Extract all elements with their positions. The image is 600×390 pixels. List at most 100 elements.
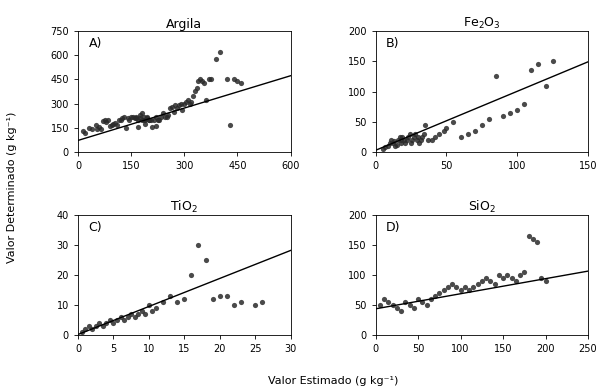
Point [130,115,139,121]
Point [140,311,150,317]
Point [148,308,157,314]
Point [200,257,211,263]
Point [140,121,150,127]
Point [434,290,444,296]
Point [464,287,474,293]
Point [379,296,389,302]
Point [406,140,416,146]
Point [208,296,217,302]
Point [200,97,211,103]
Point [194,242,203,248]
Point [103,117,113,123]
Point [388,140,397,146]
Point [176,101,185,107]
Title: TiO$_2$: TiO$_2$ [170,199,198,214]
Point [116,117,125,123]
Point [498,113,508,119]
Point [426,296,436,302]
Point [92,126,102,132]
Point [96,126,106,133]
Point [167,104,176,110]
Point [403,134,413,140]
Point [109,121,118,127]
Point [451,284,461,290]
Point [194,78,203,84]
Point [131,113,141,120]
Point [142,113,152,120]
Point [389,138,399,144]
Point [512,106,522,113]
Point [456,134,466,140]
Point [158,299,168,305]
Point [80,129,90,136]
Point [139,114,148,121]
Point [533,61,543,67]
Point [463,131,472,137]
Point [165,105,175,112]
Text: C): C) [89,221,102,234]
Point [386,137,396,143]
Point [400,299,410,305]
Point [79,128,88,134]
Point [506,275,516,281]
Text: A): A) [89,37,102,50]
Point [418,299,427,305]
Point [169,108,178,115]
Point [434,131,444,137]
Point [439,128,448,134]
Point [520,101,529,107]
Point [100,117,109,123]
Point [88,126,97,133]
Point [144,117,154,123]
Point [524,233,533,239]
Point [449,119,458,125]
Point [94,320,104,326]
Point [77,329,86,335]
Point [109,320,118,326]
Point [140,117,150,123]
Point [481,275,491,281]
Point [447,281,457,287]
Point [197,78,207,84]
Point [119,114,129,121]
Point [491,73,501,80]
Point [144,302,154,308]
Point [430,134,440,140]
Point [135,115,145,121]
Point [250,302,260,308]
Point [395,134,404,140]
Point [162,113,172,120]
Point [477,122,487,128]
Point [179,296,189,302]
Point [409,305,419,311]
Point [520,269,529,275]
Point [548,58,557,64]
Point [375,302,385,308]
Point [139,117,148,123]
Text: Valor Estimado (g kg⁻¹): Valor Estimado (g kg⁻¹) [268,376,398,386]
Point [418,134,427,140]
Point [206,76,215,83]
Point [477,278,487,284]
Point [416,137,425,143]
Point [164,112,173,118]
Point [511,278,521,284]
Point [229,302,239,308]
Point [160,113,170,120]
Point [110,120,120,126]
Point [133,117,143,123]
Point [536,275,546,281]
Point [222,76,232,83]
Point [385,140,394,146]
Point [170,102,180,108]
Point [157,113,166,120]
Title: Argila: Argila [166,18,202,31]
Point [420,122,430,128]
Point [181,99,191,105]
Point [131,115,141,121]
Point [410,131,420,137]
Point [215,49,224,55]
Point [101,119,111,125]
Point [236,80,246,86]
Point [456,287,466,293]
